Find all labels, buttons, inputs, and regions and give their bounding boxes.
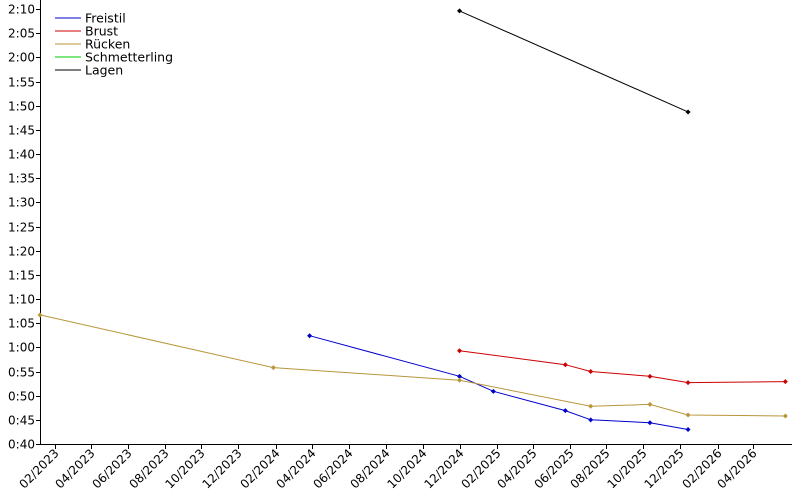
x-tick-label: 10/2023 — [162, 446, 207, 491]
data-point — [685, 109, 691, 115]
legend-label: Lagen — [85, 63, 123, 78]
y-tick-label: 1:35 — [8, 172, 35, 186]
data-point — [307, 333, 313, 339]
y-tick-label: 0:55 — [8, 366, 35, 380]
data-point — [588, 417, 594, 423]
data-point — [270, 365, 276, 371]
series-line — [39, 314, 786, 417]
legend-item: Freistil — [55, 11, 126, 26]
data-point — [647, 420, 653, 426]
series-freistil — [307, 333, 691, 432]
y-tick-label: 1:10 — [8, 293, 35, 307]
y-tick-label: 2:00 — [8, 51, 35, 65]
legend-label: Freistil — [85, 11, 126, 26]
x-tick-label: 04/2023 — [52, 446, 97, 491]
y-tick-label: 0:45 — [8, 414, 35, 428]
y-tick-label: 2:10 — [8, 3, 35, 17]
x-tick-label: 12/2023 — [199, 446, 244, 491]
y-axis-ticks: 0:40 0:45 0:50 0:55 1:00 1:05 1:10 1:15 1:20 1:25… — [8, 3, 40, 452]
series-brust — [457, 348, 788, 386]
series-line — [309, 335, 689, 430]
y-tick-label: 1:45 — [8, 124, 35, 138]
x-tick-label: 12/2024 — [421, 446, 466, 491]
data-point — [457, 8, 463, 14]
data-point — [588, 369, 594, 374]
axes — [40, 0, 792, 445]
data-point — [647, 401, 653, 407]
data-point — [457, 377, 463, 383]
series-r-cken — [37, 312, 788, 419]
legend-item: Lagen — [55, 63, 123, 78]
legend-item: Brust — [55, 24, 118, 39]
data-point — [647, 373, 653, 379]
series-layer — [37, 8, 788, 432]
y-tick-label: 1:05 — [8, 317, 35, 331]
data-point — [782, 379, 788, 385]
data-point — [457, 373, 463, 379]
x-tick-label: 04/2025 — [494, 446, 539, 491]
x-tick-label: 06/2024 — [310, 446, 355, 491]
x-tick-label: 10/2025 — [604, 446, 649, 491]
data-point — [562, 408, 568, 414]
series-lagen — [457, 8, 691, 115]
x-tick-label: 06/2023 — [89, 446, 134, 491]
legend-item: Schmetterling — [55, 50, 173, 65]
data-point — [562, 362, 568, 368]
y-tick-label: 1:15 — [8, 269, 35, 283]
y-tick-label: 1:40 — [8, 148, 35, 162]
data-point — [588, 403, 594, 409]
legend-item: Rücken — [55, 37, 130, 52]
data-point — [457, 348, 463, 354]
data-point — [782, 413, 788, 419]
x-tick-label: 10/2024 — [384, 446, 429, 491]
legend-label: Brust — [85, 24, 118, 39]
y-tick-label: 1:00 — [8, 341, 35, 355]
x-tick-label: 08/2025 — [567, 446, 612, 491]
x-tick-label: 08/2024 — [347, 446, 392, 491]
y-tick-label: 1:50 — [8, 100, 35, 114]
data-point — [490, 388, 496, 394]
data-point — [685, 412, 691, 418]
y-tick-label: 1:30 — [8, 196, 35, 210]
x-tick-label: 12/2025 — [641, 446, 686, 491]
x-axis-ticks: 02/202304/202306/202308/202310/202312/20… — [16, 444, 760, 491]
y-tick-label: 1:55 — [8, 76, 35, 90]
x-tick-label: 04/2024 — [273, 446, 318, 491]
series-line — [459, 350, 786, 384]
data-point — [37, 312, 43, 318]
y-tick-label: 1:20 — [8, 245, 35, 259]
series-line — [459, 10, 689, 113]
data-point — [685, 427, 691, 432]
data-point — [685, 380, 691, 386]
legend-label: Schmetterling — [85, 50, 173, 65]
legend-label: Rücken — [85, 37, 130, 52]
y-tick-label: 2:05 — [8, 27, 35, 41]
y-tick-label: 0:40 — [8, 438, 35, 452]
y-tick-label: 1:25 — [8, 221, 35, 235]
y-tick-label: 0:50 — [8, 390, 35, 404]
